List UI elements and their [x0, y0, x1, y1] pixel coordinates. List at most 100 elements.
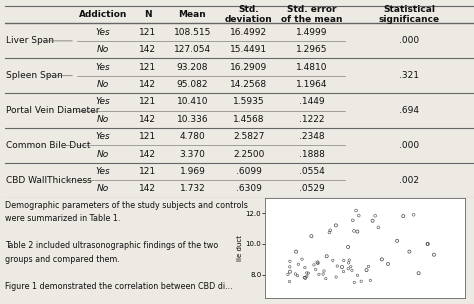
Text: 121: 121 — [139, 63, 156, 71]
Point — [393, 238, 401, 243]
Point — [292, 271, 299, 276]
Text: No: No — [97, 45, 109, 54]
Text: 121: 121 — [139, 28, 156, 37]
Text: 2.5827: 2.5827 — [233, 132, 264, 141]
Point — [294, 262, 302, 267]
Point — [424, 241, 431, 246]
Text: 127.054: 127.054 — [174, 45, 211, 54]
Text: .000: .000 — [400, 141, 419, 150]
Text: 15.4491: 15.4491 — [230, 45, 267, 54]
Text: Addiction: Addiction — [79, 10, 128, 19]
Point — [319, 272, 327, 277]
Text: 93.208: 93.208 — [177, 63, 208, 71]
Text: .2348: .2348 — [299, 132, 325, 141]
Point — [286, 259, 294, 264]
Point — [345, 261, 353, 265]
Text: CBD WallThickness: CBD WallThickness — [6, 176, 92, 185]
Text: 16.4992: 16.4992 — [230, 28, 267, 37]
Point — [348, 268, 356, 273]
Point — [314, 260, 321, 265]
Text: 142: 142 — [139, 80, 156, 89]
Point — [363, 268, 370, 273]
Text: .1449: .1449 — [299, 97, 325, 106]
Point — [366, 278, 374, 283]
Point — [310, 262, 318, 267]
Text: .694: .694 — [400, 106, 419, 115]
Text: Demographic parameters of the study subjects and controls: Demographic parameters of the study subj… — [5, 201, 247, 210]
Text: Std.
deviation: Std. deviation — [225, 5, 273, 25]
Point — [303, 274, 310, 279]
Text: .321: .321 — [400, 71, 419, 80]
Text: 1.5935: 1.5935 — [233, 97, 264, 106]
Text: 1.4810: 1.4810 — [296, 63, 328, 71]
Point — [345, 266, 352, 271]
Text: No: No — [97, 115, 109, 124]
Point — [350, 228, 358, 233]
Text: 121: 121 — [139, 132, 156, 141]
Point — [347, 264, 355, 269]
Point — [301, 265, 309, 270]
Text: Liver Span: Liver Span — [6, 36, 54, 45]
Text: No: No — [97, 185, 109, 193]
Text: 142: 142 — [139, 185, 156, 193]
Point — [301, 275, 308, 280]
Text: .6099: .6099 — [236, 167, 262, 176]
Text: Yes: Yes — [96, 97, 110, 106]
Text: 1.969: 1.969 — [180, 167, 205, 176]
Point — [323, 254, 330, 259]
Point — [354, 229, 361, 234]
Text: 142: 142 — [139, 150, 156, 159]
Point — [303, 271, 310, 275]
Point — [424, 241, 431, 246]
Point — [327, 228, 334, 233]
Text: .1888: .1888 — [299, 150, 325, 159]
Text: No: No — [97, 80, 109, 89]
Text: .002: .002 — [400, 176, 419, 185]
Point — [344, 244, 352, 249]
Text: 16.2909: 16.2909 — [230, 63, 267, 71]
Point — [400, 214, 407, 219]
Text: 142: 142 — [139, 115, 156, 124]
Point — [340, 258, 347, 263]
Text: 121: 121 — [139, 97, 156, 106]
Text: .1222: .1222 — [300, 115, 325, 124]
Point — [286, 264, 293, 269]
Text: 1.4568: 1.4568 — [233, 115, 264, 124]
Point — [346, 258, 353, 263]
Point — [301, 275, 309, 280]
Point — [338, 264, 346, 269]
Point — [340, 269, 347, 274]
Text: Yes: Yes — [96, 132, 110, 141]
Point — [406, 249, 413, 254]
Text: 95.082: 95.082 — [177, 80, 208, 89]
Point — [315, 272, 323, 277]
Point — [349, 218, 356, 223]
Point — [322, 276, 329, 281]
Text: .6309: .6309 — [236, 185, 262, 193]
Text: N: N — [144, 10, 152, 19]
Text: 1.732: 1.732 — [180, 185, 205, 193]
Text: 2.2500: 2.2500 — [233, 150, 264, 159]
Text: Spleen Span: Spleen Span — [6, 71, 63, 80]
Y-axis label: ile duct: ile duct — [237, 235, 243, 261]
Text: were summarized in Table 1.: were summarized in Table 1. — [5, 214, 120, 223]
Point — [312, 267, 319, 272]
Point — [308, 234, 315, 239]
Text: 121: 121 — [139, 167, 156, 176]
Text: Yes: Yes — [96, 28, 110, 37]
Text: 10.410: 10.410 — [177, 97, 208, 106]
Point — [374, 225, 382, 230]
Point — [350, 280, 358, 285]
Text: Figure 1 demonstrated the correlation between CBD di...: Figure 1 demonstrated the correlation be… — [5, 282, 232, 291]
Point — [372, 213, 379, 218]
Point — [329, 258, 337, 263]
Text: 142: 142 — [139, 45, 156, 54]
Point — [334, 264, 341, 268]
Text: Table 2 included ultrasonographic findings of the two: Table 2 included ultrasonographic findin… — [5, 241, 218, 250]
Point — [286, 269, 294, 274]
Point — [284, 272, 292, 277]
Point — [320, 268, 328, 273]
Point — [369, 218, 376, 223]
Text: No: No — [97, 150, 109, 159]
Point — [430, 252, 438, 257]
